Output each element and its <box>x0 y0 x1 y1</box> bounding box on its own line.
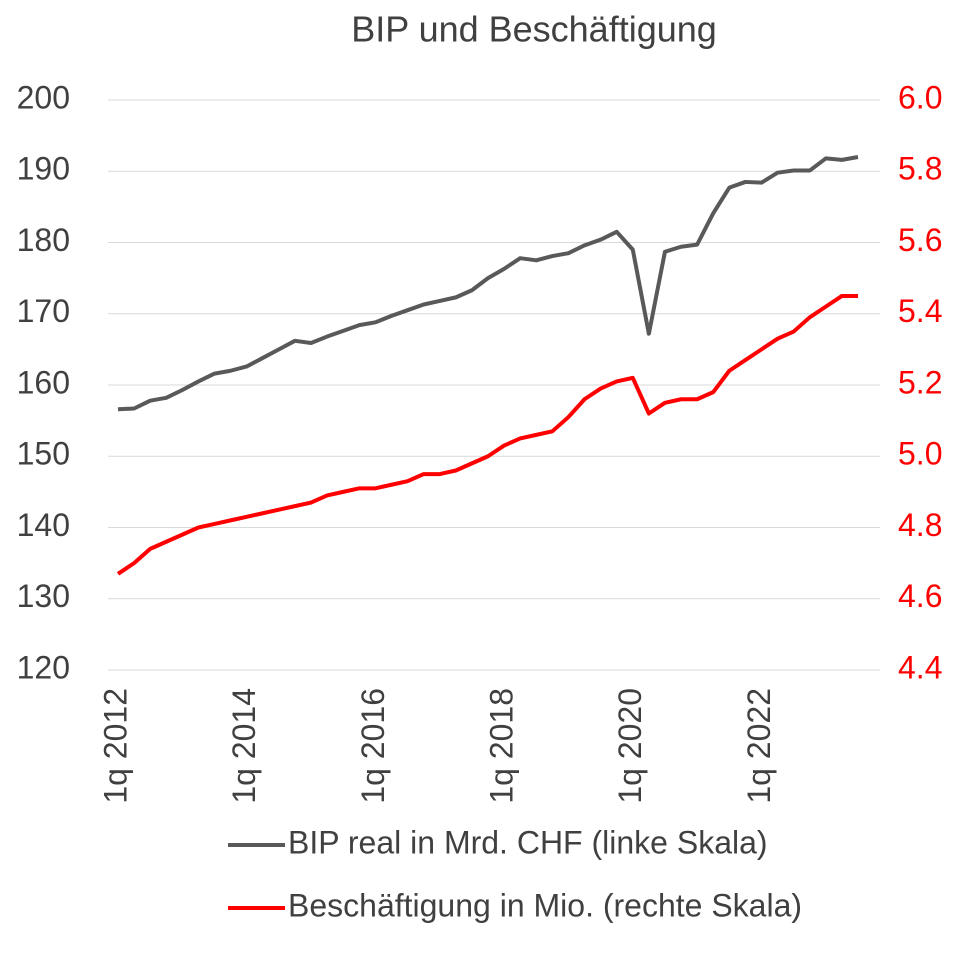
y-tick-label: 170 <box>17 293 70 329</box>
y-tick-label: 150 <box>17 436 70 472</box>
y-tick-label: 180 <box>17 222 70 258</box>
x-tick-label: 1q 2016 <box>355 688 391 804</box>
y-tick-label: 140 <box>17 507 70 543</box>
y-tick-label: 120 <box>17 649 70 685</box>
y2-tick-label: 6.0 <box>898 79 942 115</box>
y-tick-label: 190 <box>17 151 70 187</box>
x-tick-label: 1q 2018 <box>484 688 520 804</box>
y2-tick-label: 5.0 <box>898 436 942 472</box>
legend-label: Beschäftigung in Mio. (rechte Skala) <box>288 887 802 923</box>
y2-tick-label: 4.8 <box>898 507 942 543</box>
y-tick-label: 130 <box>17 578 70 614</box>
series-line <box>116 293 858 576</box>
x-tick-label: 1q 2014 <box>226 688 262 804</box>
y2-tick-label: 5.6 <box>898 222 942 258</box>
y2-tick-label: 4.4 <box>898 649 942 685</box>
y-tick-label: 160 <box>17 364 70 400</box>
legend-label: BIP real in Mrd. CHF (linke Skala) <box>288 824 768 860</box>
y2-tick-label: 4.6 <box>898 578 942 614</box>
chart-title: BIP und Beschäftigung <box>351 9 717 50</box>
x-tick-label: 1q 2020 <box>612 688 648 804</box>
x-tick-label: 1q 2022 <box>741 688 777 804</box>
y-tick-label: 200 <box>17 79 70 115</box>
x-tick-label: 1q 2012 <box>97 688 133 804</box>
series-line <box>117 155 859 412</box>
y2-tick-label: 5.2 <box>898 364 942 400</box>
y2-tick-label: 5.4 <box>898 293 942 329</box>
y2-tick-label: 5.8 <box>898 151 942 187</box>
